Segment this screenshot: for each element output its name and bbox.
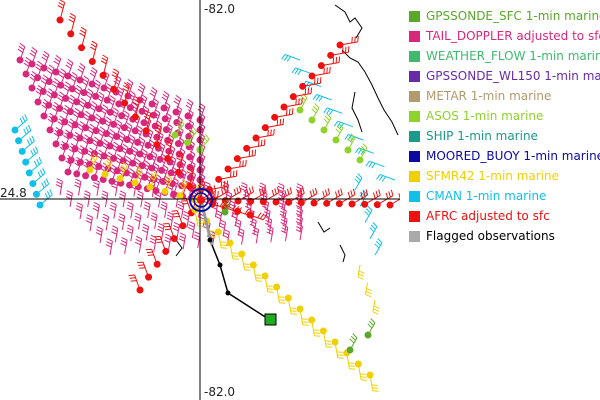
legend-swatch [409, 210, 420, 222]
legend-label: ASOS 1-min marine [426, 109, 544, 123]
legend-label: MOORED_BUOY 1-min marine [426, 149, 600, 163]
legend-label: SHIP 1-min marine [426, 129, 538, 143]
legend-label: SFMR42 1-min marine [426, 169, 560, 183]
legend-item[interactable]: GPSSONDE_SFC 1-min marine [409, 6, 600, 26]
legend-label: METAR 1-min marine [426, 89, 552, 103]
legend-item[interactable]: TAIL_DOPPLER adjusted to sfc [409, 26, 600, 46]
latitude-label-left: 24.8 [0, 186, 27, 200]
legend-swatch [409, 230, 420, 242]
legend-item[interactable]: METAR 1-min marine [409, 86, 551, 106]
legend-swatch [409, 110, 420, 122]
legend-swatch [409, 70, 420, 82]
longitude-label-bottom: -82.0 [204, 385, 235, 399]
legend-item[interactable]: Flagged observations [409, 226, 555, 246]
legend: GPSSONDE_SFC 1-min marine TAIL_DOPPLER ad… [403, 0, 600, 400]
wind-analysis-map[interactable]: -82.0 -82.0 24.8 [0, 0, 400, 400]
observation-layer [11, 0, 400, 392]
legend-item[interactable]: ASOS 1-min marine [409, 106, 543, 126]
legend-item[interactable]: AFRC adjusted to sfc [409, 206, 550, 226]
storm-center-marker [189, 188, 213, 212]
legend-swatch [409, 50, 420, 62]
legend-label: WEATHER_FLOW 1-min marine [426, 49, 600, 63]
legend-swatch [409, 150, 420, 162]
longitude-label-top: -82.0 [204, 2, 235, 16]
legend-label: TAIL_DOPPLER adjusted to sfc [426, 29, 600, 43]
coastline [175, 4, 399, 263]
storm-track [199, 199, 277, 326]
legend-swatch [409, 170, 420, 182]
legend-label: Flagged observations [426, 229, 555, 243]
legend-label: GPSSONDE_SFC 1-min marine [426, 9, 600, 23]
legend-swatch [409, 130, 420, 142]
legend-swatch [409, 30, 420, 42]
legend-swatch [409, 10, 420, 22]
legend-item[interactable]: MOORED_BUOY 1-min marine [409, 146, 600, 166]
legend-item[interactable]: GPSSONDE_WL150 1-min marine [409, 66, 600, 86]
legend-swatch [409, 90, 420, 102]
legend-label: AFRC adjusted to sfc [426, 209, 550, 223]
legend-item[interactable]: CMAN 1-min marine [409, 186, 546, 206]
legend-item[interactable]: WEATHER_FLOW 1-min marine [409, 46, 600, 66]
legend-item[interactable]: SFMR42 1-min marine [409, 166, 559, 186]
legend-item[interactable]: SHIP 1-min marine [409, 126, 538, 146]
legend-label: CMAN 1-min marine [426, 189, 547, 203]
legend-label: GPSSONDE_WL150 1-min marine [426, 69, 600, 83]
track-end-marker [264, 313, 277, 326]
legend-swatch [409, 190, 420, 202]
